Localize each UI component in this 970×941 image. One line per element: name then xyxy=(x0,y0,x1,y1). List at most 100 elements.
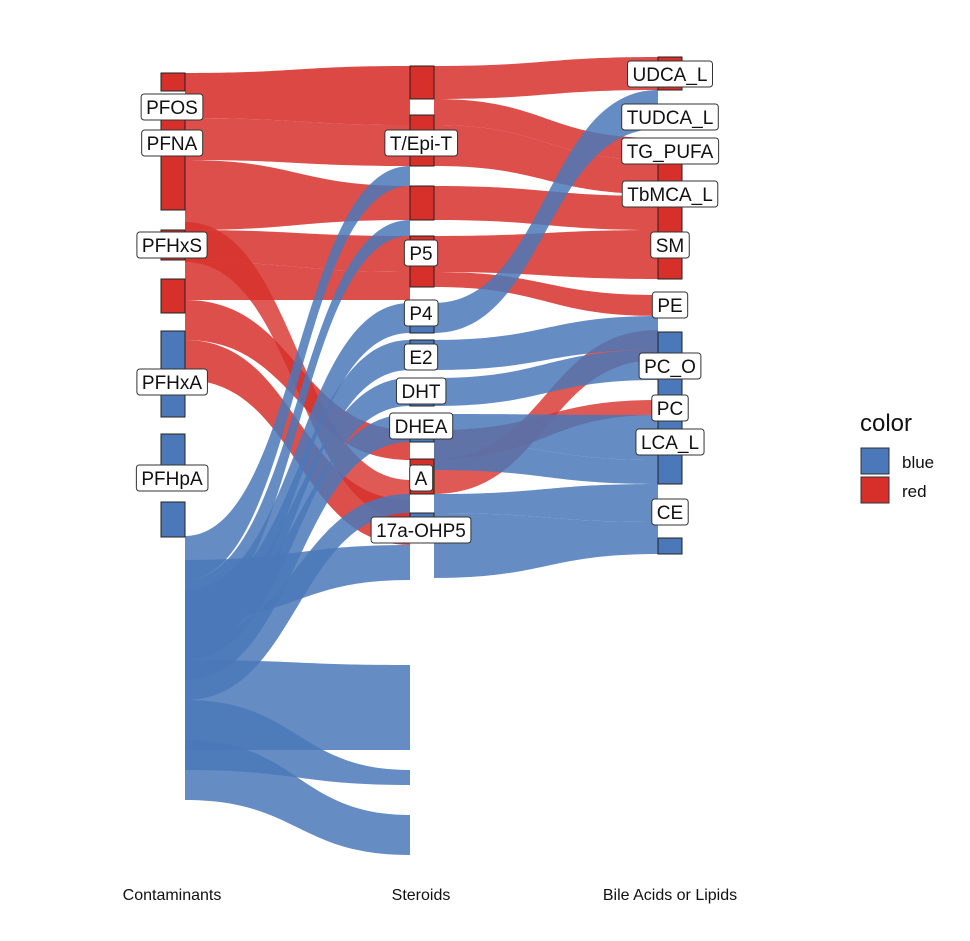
legend-label-blue: blue xyxy=(902,453,934,472)
flow-ribbon-blue xyxy=(434,484,658,522)
stratum-label-text: DHEA xyxy=(395,417,448,438)
stratum-label-box xyxy=(621,180,719,208)
stratum-label-pfhxa: PFHxA xyxy=(136,368,208,396)
flow-ribbon-red xyxy=(185,340,410,545)
stratum-label-text: TUDCA_L xyxy=(627,108,714,129)
flow-ribbon-blue xyxy=(185,220,410,620)
stratum-label-tudca-l: TUDCA_L xyxy=(621,103,719,131)
stratum-label-pc: PC xyxy=(651,394,689,422)
stratum-label-17a-ohp5: 17a-OHP5 xyxy=(370,516,472,544)
stratum-label-pfhpa: PFHpA xyxy=(135,464,209,492)
stratum-label-text: PFHpA xyxy=(141,469,203,490)
stratum-label-pfhxs: PFHxS xyxy=(136,231,208,259)
flow-ribbon-red xyxy=(185,66,410,125)
flow-ribbon-blue xyxy=(434,90,658,333)
stratum-label-text: CE xyxy=(657,503,683,524)
stratum-label-box xyxy=(621,137,720,165)
flow-ribbon-blue xyxy=(434,442,658,484)
stratum-bar-red xyxy=(409,65,435,100)
stratum-label-text: SM xyxy=(656,236,685,257)
stratum-bar-red xyxy=(160,278,186,314)
stratum-label-box xyxy=(651,291,689,319)
stratum-label-box xyxy=(384,129,459,157)
flow-ribbon-blue xyxy=(434,513,658,578)
legend-label-red: red xyxy=(902,482,927,501)
flow-layer xyxy=(185,57,658,855)
stratum-label-box xyxy=(395,377,447,405)
stratum-label-box xyxy=(635,428,705,456)
stratum-label-box xyxy=(141,129,204,157)
stratum-label-text: P5 xyxy=(409,244,432,265)
stratum-label-box xyxy=(403,343,439,371)
stratum-label-box xyxy=(651,394,689,422)
stratum-label-text: PFOS xyxy=(146,98,198,119)
stratum-label-pe: PE xyxy=(651,291,689,319)
legend-title: color xyxy=(860,410,912,437)
stratum-label-dht: DHT xyxy=(395,377,447,405)
stratum-label-text: A xyxy=(415,469,428,490)
stratum-label-box xyxy=(140,93,204,121)
stratum-label-box xyxy=(627,60,713,88)
stratum-bar-red xyxy=(160,72,186,92)
stratum-label-e2: E2 xyxy=(403,343,439,371)
stratum-label-dhea: DHEA xyxy=(389,412,454,440)
stratum-label-tg-pufa: TG_PUFA xyxy=(621,137,720,165)
stratum-label-text: PFHxA xyxy=(142,373,203,394)
stratum-label-udca-l: UDCA_L xyxy=(627,60,713,88)
stratum-bar-blue xyxy=(160,501,186,538)
flow-ribbon-blue xyxy=(434,350,658,406)
stratum-bar-blue xyxy=(657,537,683,555)
flow-ribbon-blue xyxy=(185,740,410,855)
stratum-label-pc-o: PC_O xyxy=(638,352,702,380)
stratum-bar-red xyxy=(409,185,435,221)
stratum-label-box xyxy=(136,231,208,259)
legend-key-red xyxy=(860,476,890,504)
stratum-label-text: DHT xyxy=(401,382,440,403)
stratum-label-pfos: PFOS xyxy=(140,93,204,121)
stratum-label-box xyxy=(389,412,454,440)
stratum-label-box xyxy=(403,299,439,327)
stratum-label-text: P4 xyxy=(409,304,433,325)
stratum-label-p4: P4 xyxy=(403,299,439,327)
stratum-label-text: TG_PUFA xyxy=(627,142,714,163)
stratum-label-a: A xyxy=(409,464,434,492)
flow-ribbon-red xyxy=(434,230,658,279)
stratum-label-text: E2 xyxy=(409,348,432,369)
flow-ribbon-red xyxy=(434,125,658,194)
stratum-label-box xyxy=(651,498,689,526)
stratum-label-box xyxy=(621,103,719,131)
stratum-label-box xyxy=(650,231,690,259)
stratum-label-p5: P5 xyxy=(403,239,439,267)
axis-label-contaminants: Contaminants xyxy=(123,887,222,904)
flow-ribbon-red xyxy=(185,118,410,166)
stratum-label-text: LCA_L xyxy=(641,433,699,454)
legend: color blue red xyxy=(860,410,934,504)
stratum-label-text: TbMCA_L xyxy=(627,185,713,206)
stratum-label-box xyxy=(638,352,702,380)
stratum-label-text: T/Epi-T xyxy=(390,134,453,155)
stratum-label-text: PC_O xyxy=(644,357,696,378)
stratum-label-box xyxy=(409,464,434,492)
flow-ribbon-blue xyxy=(434,316,658,370)
stratum-label-ce: CE xyxy=(651,498,689,526)
stratum-label-text: PC xyxy=(657,399,683,420)
axis-label-steroids: Steroids xyxy=(392,887,451,904)
axis-label-bile-acids-lipids: Bile Acids or Lipids xyxy=(603,887,737,904)
stratum-label-layer: PFOS PFNA PFHxS PFHxA PFHpA T/Epi-T P5 P4 E2 DHT D… xyxy=(135,60,720,544)
stratum-label-t-epi-t: T/Epi-T xyxy=(384,129,459,157)
stratum-label-box xyxy=(370,516,472,544)
stratum-label-text: PFHxS xyxy=(142,236,202,257)
stratum-label-text: PE xyxy=(657,296,682,317)
stratum-label-lca-l: LCA_L xyxy=(635,428,705,456)
stratum-label-text: PFNA xyxy=(147,134,198,155)
stratum-label-tbmca-l: TbMCA_L xyxy=(621,180,719,208)
stratum-label-box xyxy=(135,464,209,492)
flow-ribbon-blue xyxy=(185,545,410,620)
flow-ribbon-blue xyxy=(185,166,410,580)
stratum-label-sm: SM xyxy=(650,231,690,259)
flow-ribbon-blue xyxy=(434,414,658,460)
stratum-label-text: UDCA_L xyxy=(633,65,708,86)
stratum-label-pfna: PFNA xyxy=(141,129,204,157)
flow-ribbon-red xyxy=(434,57,658,99)
